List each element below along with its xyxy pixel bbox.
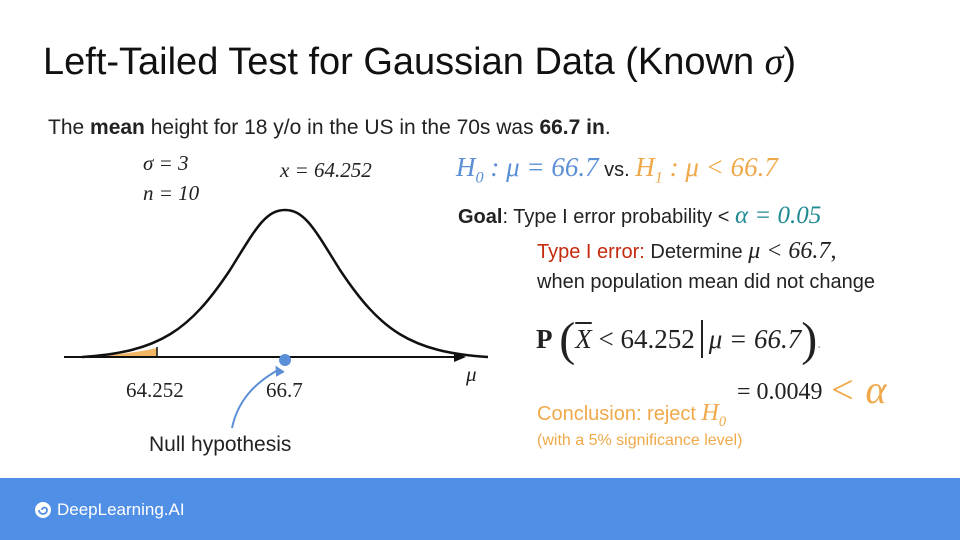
gaussian-plot [64, 208, 489, 429]
alpha-value: α = 0.05 [734, 202, 822, 229]
mean-value-label: 66.7 [266, 378, 303, 402]
p-value-result: = 0.0049 < α [737, 367, 887, 412]
type-one-error-def: Type I error: Determine μ < 66.7, when p… [537, 238, 876, 293]
slide-title: Left-Tailed Test for Gaussian Data (Know… [43, 41, 797, 83]
sigma-param: σ = 3 [143, 151, 189, 175]
parameters: σ = 3 n = 10 [143, 148, 199, 208]
axis-mu-label: μ [466, 362, 477, 386]
bell-curve [81, 208, 489, 359]
null-hypothesis-arrow [231, 365, 285, 429]
brand-logo: DeepLearning.AI [34, 500, 185, 520]
null-mean-dot [279, 354, 291, 366]
hypotheses: H0 : μ = 66.7 vs. H1 : μ < 66.7 [456, 152, 778, 187]
title-sigma: σ [764, 41, 784, 83]
left-tail-area [82, 348, 157, 357]
goal-line: Goal: Type I error probability < α = 0.0… [458, 202, 822, 229]
probability-expression: P (X < 64.252 μ = 66.7). [536, 313, 822, 366]
brand-name: DeepLearning.AI [57, 500, 185, 519]
less-than-alpha: < α [828, 367, 887, 412]
null-hypothesis-label: Null hypothesis [149, 433, 292, 456]
significance-note: (with a 5% significance level) [537, 432, 743, 449]
n-param: n = 10 [143, 181, 200, 205]
sample-mean-label: x = 64.252 [280, 158, 372, 182]
deeplearning-logo-icon [35, 502, 51, 518]
conclusion: Conclusion: reject H0 [537, 400, 727, 430]
intro-sentence: The mean height for 18 y/o in the US in … [48, 116, 611, 139]
h1-statement: H1 : μ < 66.7 [635, 152, 778, 187]
critical-value-label: 64.252 [126, 378, 184, 402]
footer-bar: DeepLearning.AI [0, 478, 960, 540]
h0-statement: H0 : μ = 66.7 [456, 152, 599, 187]
